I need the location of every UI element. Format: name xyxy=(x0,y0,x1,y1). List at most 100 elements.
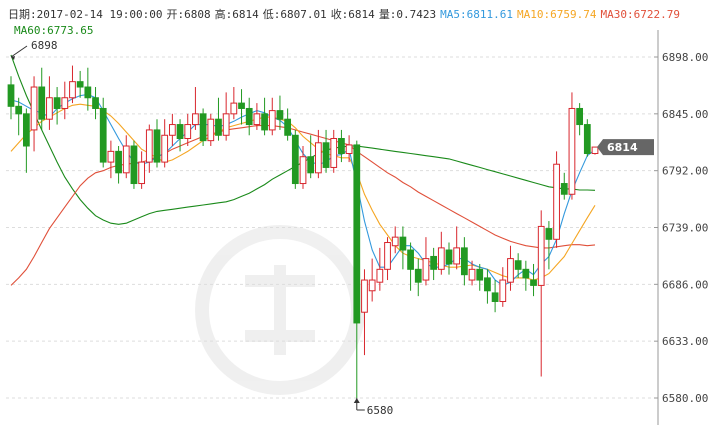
y-tick-label: 6792.00 xyxy=(662,165,708,178)
candle-body-up xyxy=(30,86,38,131)
candle-body-down xyxy=(338,137,345,155)
ma30-line xyxy=(10,125,596,286)
high-marker-label: 6898 xyxy=(31,39,58,52)
watermark-logo xyxy=(195,225,365,395)
candle-body-up xyxy=(161,134,169,163)
candle-body-up xyxy=(468,268,476,281)
candle-body-up xyxy=(345,144,353,155)
y-tick-label: 6845.00 xyxy=(662,108,708,121)
candle-body-up xyxy=(268,110,276,131)
candle-body-up xyxy=(361,279,368,313)
candle-body-down xyxy=(545,228,553,240)
candle-body-down xyxy=(84,86,92,99)
candle-body-down xyxy=(530,279,537,286)
candle-body-down xyxy=(153,129,161,163)
candle-body-up xyxy=(145,129,153,163)
candle-body-up xyxy=(591,146,599,155)
candle-body-down xyxy=(284,118,292,136)
low-marker-arrow xyxy=(353,398,360,403)
ma60-label: MA60:6773.65 xyxy=(14,24,94,37)
candle-body-up xyxy=(192,113,199,126)
candle-body-down xyxy=(291,134,299,185)
candle-body-up xyxy=(61,97,69,109)
low-label: 低:6807.01 xyxy=(262,8,327,21)
candle-body-down xyxy=(15,105,23,115)
candle-body-down xyxy=(583,124,591,155)
candle-body-up xyxy=(230,102,238,115)
candle-body-down xyxy=(53,97,61,109)
candle-body-up xyxy=(499,279,507,302)
candle-body-down xyxy=(407,249,414,270)
candle-body-down xyxy=(115,150,122,174)
y-axis: 6580.00 6633.00 6686.00 6739.00 6792.00 6845.… xyxy=(654,30,708,425)
candle-body-up xyxy=(184,124,192,139)
high-label: 高:6814 xyxy=(214,8,259,21)
high-marker-arrow xyxy=(11,56,15,60)
candle-body-down xyxy=(92,97,99,109)
candle-body-up xyxy=(537,225,545,286)
candle-body-down xyxy=(22,113,30,147)
candle-body-up xyxy=(138,161,146,185)
candle-body-down xyxy=(261,113,268,131)
candle-body-down xyxy=(491,292,499,302)
candle-body-up xyxy=(391,236,399,247)
candle-body-down xyxy=(245,107,253,126)
volume-label: 量:0.7423 xyxy=(378,8,437,21)
candle-body-up xyxy=(384,242,391,270)
ma60-line xyxy=(10,54,596,225)
candle-body-up xyxy=(253,113,261,126)
candle-body-down xyxy=(430,255,438,270)
candle-body-down xyxy=(414,268,422,283)
y-tick-label: 6739.00 xyxy=(662,222,708,235)
low-marker-label: 6580 xyxy=(367,404,394,417)
candle-body-down xyxy=(38,86,46,120)
high-marker-line xyxy=(10,45,28,58)
candle-body-up xyxy=(222,113,230,136)
candle-body-down xyxy=(276,110,284,120)
y-tick-label: 6898.00 xyxy=(662,51,708,64)
candle-body-down xyxy=(445,249,453,265)
candles xyxy=(7,65,599,398)
candle-body-up xyxy=(69,81,76,99)
info-header: 日期:2017-02-14 19:00:00 开:6808 高:6814 低:6807… xyxy=(8,6,684,22)
candle-body-down xyxy=(353,144,361,324)
candle-body-down xyxy=(307,156,315,174)
candle-body-down xyxy=(176,124,184,139)
y-tick-label: 6633.00 xyxy=(662,335,708,348)
candle-body-down xyxy=(399,236,407,251)
candle-body-up xyxy=(368,279,376,292)
candle-body-up xyxy=(168,124,176,136)
candle-body-up xyxy=(299,156,307,185)
candle-body-up xyxy=(207,118,215,142)
candle-body-down xyxy=(522,268,530,279)
candle-body-up xyxy=(376,268,384,283)
candle-body-down xyxy=(514,260,522,270)
candle-body-up xyxy=(46,97,53,120)
candle-body-up xyxy=(453,247,461,265)
candle-body-up xyxy=(314,142,322,174)
close-label: 收:6814 xyxy=(330,8,375,21)
candle-body-down xyxy=(99,107,107,163)
current-price-label: 6814 xyxy=(607,141,638,154)
candle-body-down xyxy=(460,247,468,276)
candle-body-down xyxy=(476,268,484,281)
extreme-markers: 6898 6580 xyxy=(10,39,394,417)
candle-body-down xyxy=(560,183,568,195)
ma5-line xyxy=(10,93,596,287)
candle-body-up xyxy=(422,258,430,281)
ma30-label: MA30:6722.79 xyxy=(600,8,680,21)
ma5-label: MA5:6811.61 xyxy=(440,8,514,21)
candle-body-up xyxy=(437,247,445,270)
open-label: 开:6808 xyxy=(166,8,211,21)
candle-body-up xyxy=(330,137,338,168)
candle-body-down xyxy=(130,145,138,185)
candle-body-down xyxy=(322,142,330,168)
ma10-label: MA10:6759.74 xyxy=(517,8,597,21)
candle-body-down xyxy=(76,81,84,88)
candle-body-up xyxy=(107,150,115,163)
date-label: 日期:2017-02-14 19:00:00 xyxy=(8,8,163,21)
candle-body-down xyxy=(199,113,207,142)
candle-body-up xyxy=(568,107,576,195)
y-tick-label: 6580.00 xyxy=(662,392,708,405)
